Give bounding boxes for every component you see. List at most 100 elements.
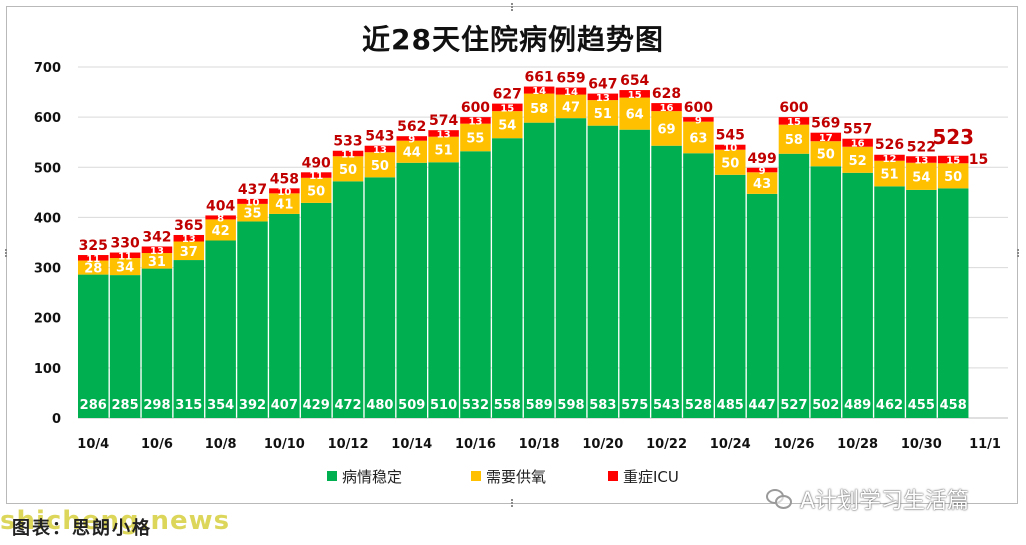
data-label-icu: 11	[341, 149, 355, 160]
bar-segment-stable	[555, 118, 587, 418]
bar-segment-icu	[109, 252, 141, 259]
y-tick-label: 300	[34, 262, 61, 277]
x-tick-label: 10/12	[328, 437, 369, 452]
bar-segment-icu	[715, 144, 746, 150]
data-label-oxygen: 50	[944, 170, 962, 185]
data-label-icu: 13	[468, 116, 482, 127]
data-label-icu: 14	[532, 86, 546, 97]
data-label-total: 569	[811, 116, 840, 132]
data-label-oxygen: 44	[403, 146, 421, 161]
bar-segment-oxygen	[428, 136, 459, 163]
bar-segment-oxygen	[396, 140, 427, 163]
site-watermark: shicheng.news	[0, 506, 231, 536]
bar-segment-icu	[364, 145, 396, 153]
data-label-icu: 9	[695, 115, 702, 126]
data-label-oxygen: 37	[180, 245, 198, 260]
data-label-total: 628	[652, 86, 681, 102]
bar-segment-stable	[842, 172, 873, 418]
bar-segment-icu	[492, 103, 523, 112]
bar-segment-icu	[237, 198, 268, 204]
x-tick-label: 10/6	[141, 437, 173, 452]
x-tick-label: 10/8	[205, 437, 237, 452]
bar-segment-icu	[906, 156, 937, 163]
bars	[78, 86, 969, 419]
data-label-oxygen: 35	[243, 207, 261, 222]
resize-handle-bottom[interactable]	[508, 498, 515, 507]
bar-segment-icu	[842, 138, 873, 147]
x-tick-label: 10/18	[519, 437, 560, 452]
bar-segment-oxygen	[874, 160, 905, 187]
data-label-oxygen: 64	[626, 108, 644, 123]
bar-segment-oxygen	[810, 141, 842, 167]
bar-segment-oxygen	[492, 111, 523, 139]
legend-swatch	[471, 471, 481, 481]
bar-segment-icu	[78, 255, 109, 261]
bar-segment-icu	[460, 117, 491, 124]
data-label-oxygen: 50	[307, 184, 325, 199]
data-label-total: 627	[493, 87, 522, 103]
data-label-icu: 15	[946, 156, 960, 167]
data-label-icu: 13	[914, 156, 928, 167]
bar-segment-oxygen	[651, 111, 682, 146]
data-label-oxygen: 50	[817, 148, 835, 163]
y-tick-label: 0	[52, 412, 61, 427]
data-label-total: 404	[206, 198, 235, 214]
bar-segment-stable	[141, 268, 173, 418]
data-label-stable: 532	[462, 398, 489, 413]
data-label-total: 522	[907, 139, 936, 155]
bar-segment-oxygen	[78, 260, 109, 275]
bar-segment-oxygen	[683, 121, 714, 154]
data-label-stable: 407	[271, 398, 298, 413]
bar-segment-icu	[269, 188, 300, 194]
x-tick-label: 10/28	[837, 437, 878, 452]
chart-title: 近28天住院病例趋势图	[362, 23, 664, 56]
bar-segment-stable	[460, 151, 491, 419]
data-label-icu: 13	[596, 93, 610, 104]
data-label-icu: 10	[277, 187, 291, 198]
data-label-total: 499	[747, 151, 776, 167]
data-label-total: 325	[79, 238, 108, 254]
data-label-icu: 11	[118, 251, 132, 262]
bar-segment-stable	[937, 188, 969, 418]
data-label-oxygen: 50	[371, 159, 389, 174]
bar-segment-oxygen	[778, 124, 810, 154]
resize-handle-right[interactable]	[1014, 248, 1021, 257]
data-label-oxygen: 50	[339, 163, 357, 178]
bar-segment-oxygen	[842, 146, 873, 173]
data-label-total: 543	[365, 129, 394, 145]
bar-segment-stable	[173, 260, 205, 418]
data-label-total: 574	[429, 113, 458, 129]
legend-label: 需要供氧	[486, 468, 546, 486]
data-label-oxygen: 41	[275, 198, 293, 213]
bar-segment-oxygen	[300, 177, 332, 203]
y-tick-label: 100	[34, 362, 61, 377]
data-label-stable: 485	[717, 398, 744, 413]
data-label-icu: 13	[150, 246, 164, 257]
bar-segment-stable	[906, 189, 937, 418]
bar-segment-icu	[173, 234, 205, 242]
data-label-total: 562	[397, 119, 426, 135]
bar-segment-oxygen	[173, 241, 205, 261]
data-label-total: 365	[174, 218, 203, 234]
bar-segment-oxygen	[332, 156, 364, 182]
legend-label: 病情稳定	[342, 468, 402, 486]
y-axis-ticks: 0 100 200 300 400 500 600 700	[34, 61, 61, 427]
data-label-total: 600	[684, 100, 713, 116]
bar-segment-stable	[619, 129, 650, 418]
data-label-oxygen: 52	[849, 154, 867, 169]
bar-segment-stable	[364, 177, 396, 418]
resize-handle-top[interactable]	[508, 2, 515, 11]
data-label-icu: 17	[819, 133, 833, 144]
bar-segment-icu	[937, 155, 969, 164]
data-label-icu: 13	[182, 234, 196, 245]
data-label-total: 647	[588, 77, 617, 93]
resize-handle-left[interactable]	[2, 248, 9, 257]
data-label-icu: 13	[373, 145, 387, 156]
wechat-account-name: A计划学习生活篇	[800, 489, 970, 514]
bar-segment-icu	[746, 167, 778, 173]
bar-segment-icu	[778, 117, 810, 125]
data-label-oxygen: 58	[530, 102, 548, 117]
legend-swatch	[327, 471, 337, 481]
data-label-stable: 455	[908, 398, 935, 413]
bar-segment-icu	[141, 246, 173, 254]
